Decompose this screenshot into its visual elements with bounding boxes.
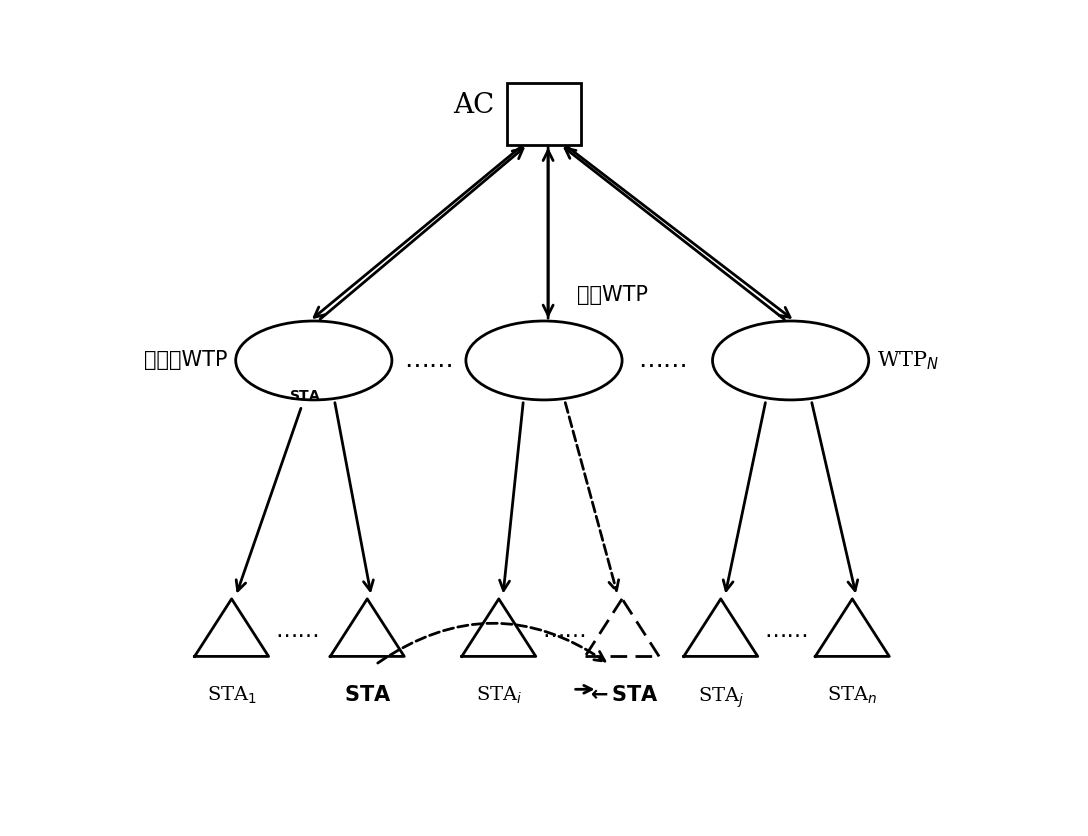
Ellipse shape (466, 321, 622, 400)
Text: 已关联WTP: 已关联WTP (144, 350, 227, 370)
Text: STA$_n$: STA$_n$ (827, 686, 877, 706)
Text: WTP$_N$: WTP$_N$ (877, 349, 939, 372)
Ellipse shape (236, 321, 392, 400)
FancyBboxPatch shape (507, 83, 581, 145)
Text: $\mathbf{\leftarrow}$$\mathbf{STA}$: $\mathbf{\leftarrow}$$\mathbf{STA}$ (585, 686, 658, 706)
Text: STA$_1$: STA$_1$ (207, 686, 257, 706)
Text: AC: AC (454, 92, 495, 119)
Text: ……: …… (404, 349, 454, 373)
Text: STA$_i$: STA$_i$ (475, 686, 522, 706)
Text: ……: …… (764, 620, 808, 640)
Text: 目的WTP: 目的WTP (577, 284, 647, 304)
Text: ……: …… (639, 349, 688, 373)
Ellipse shape (713, 321, 868, 400)
Text: ……: …… (275, 620, 320, 640)
Text: $\mathbf{STA}$: $\mathbf{STA}$ (344, 686, 391, 706)
Text: STA$_j$: STA$_j$ (697, 686, 744, 710)
Text: $\mathbf{STA}$: $\mathbf{STA}$ (236, 389, 321, 591)
Text: ……: …… (542, 620, 586, 640)
